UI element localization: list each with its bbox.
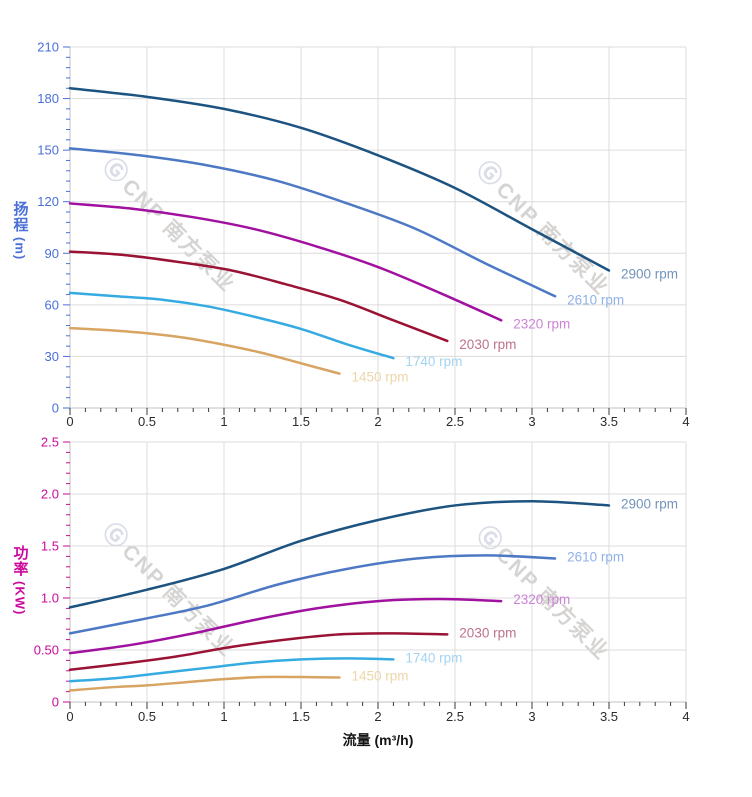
head-y-tick-labels: 0 30 60 90 120 150 180 210 — [37, 40, 59, 416]
head-y-tick-label: 210 — [37, 40, 59, 55]
power-x-tick-label: 2.5 — [446, 709, 464, 724]
head-curve-2610-rpm — [68, 147, 557, 298]
head-x-tick-label: 3 — [528, 414, 535, 429]
power-y-tick-labels: 0 0.50 1.0 1.5 2.0 2.5 — [34, 435, 59, 710]
power-x-tick-label: 0 — [66, 709, 73, 724]
power-curve-label-2610-rpm: 2610 rpm — [567, 549, 624, 564]
power-gridlines — [70, 441, 687, 702]
head-curve-label-2030-rpm: 2030 rpm — [459, 337, 516, 352]
head-curve-label-1450-rpm: 1450 rpm — [352, 370, 409, 385]
power-curve-label-2900-rpm: 2900 rpm — [621, 496, 678, 511]
head-y-tick-label: 60 — [45, 297, 59, 312]
power-y-axis-title: 功率 (KW) — [11, 545, 29, 616]
power-y-ticks — [63, 441, 70, 703]
power-curve-label-2030-rpm: 2030 rpm — [459, 625, 516, 640]
head-curve-label-2900-rpm: 2900 rpm — [621, 266, 678, 281]
power-y-tick-label: 1.5 — [41, 539, 59, 554]
power-x-tick-label: 1.5 — [292, 709, 310, 724]
power-x-tick-label: 2 — [374, 709, 381, 724]
head-gridlines — [70, 46, 687, 408]
power-curve-2900-rpm — [68, 500, 611, 609]
power-y-tick-label: 0.50 — [34, 643, 59, 658]
head-x-tick-label: 0 — [66, 414, 73, 429]
head-y-tick-label: 30 — [45, 349, 59, 364]
power-x-tick-labels: 0 0.5 1 1.5 2 2.5 3 3.5 4 — [66, 709, 689, 724]
power-curve-label-1740-rpm: 1740 rpm — [405, 650, 462, 665]
head-curve-label-1740-rpm: 1740 rpm — [405, 354, 462, 369]
power-y-axis-unit: (KW) — [12, 581, 28, 616]
head-y-tick-label: 0 — [52, 401, 59, 416]
head-x-tick-labels: 0 0.5 1 1.5 2 2.5 3 3.5 4 — [66, 414, 689, 429]
head-curve-label-2320-rpm: 2320 rpm — [513, 316, 570, 331]
head-chart: 0 30 60 90 120 150 180 210 0 0.5 1 1.5 2 2.5 3 3.5 4 2900… — [37, 40, 689, 430]
power-curve-1740-rpm — [68, 657, 395, 683]
power-x-tick-label: 3.5 — [600, 709, 618, 724]
head-y-axis-unit: (m) — [12, 237, 28, 261]
head-x-tick-label: 4 — [682, 414, 689, 429]
head-x-tick-label: 0.5 — [138, 414, 156, 429]
power-curve-2320-rpm — [68, 597, 503, 655]
head-curve-1450-rpm — [68, 326, 341, 375]
power-y-tick-label: 2.5 — [41, 435, 59, 450]
head-y-ticks — [63, 46, 70, 409]
x-axis-title: 流量 (m³/h) — [342, 732, 414, 748]
head-x-tick-label: 3.5 — [600, 414, 618, 429]
power-chart: 0 0.50 1.0 1.5 2.0 2.5 0 0.5 1 1.5 2 2.5 3 3.5 4 2900 r… — [34, 435, 690, 725]
head-curve-label-2610-rpm: 2610 rpm — [567, 292, 624, 307]
power-y-tick-label: 2.0 — [41, 487, 59, 502]
power-x-tick-label: 3 — [528, 709, 535, 724]
power-x-tick-label: 4 — [682, 709, 689, 724]
power-x-tick-label: 0.5 — [138, 709, 156, 724]
head-y-axis-title-text: 扬程 — [11, 201, 29, 233]
head-x-ticks — [69, 408, 687, 415]
head-curve-2320-rpm — [68, 202, 503, 322]
head-curve-2900-rpm — [68, 87, 611, 272]
power-curve-1450-rpm — [68, 675, 341, 692]
power-curve-label-2320-rpm: 2320 rpm — [513, 592, 570, 607]
power-y-tick-label: 0 — [52, 695, 59, 710]
head-curve-1740-rpm — [68, 291, 395, 360]
power-y-axis-title-text: 功率 — [11, 545, 29, 577]
power-x-tick-label: 1 — [220, 709, 227, 724]
head-y-tick-label: 180 — [37, 91, 59, 106]
head-y-tick-label: 90 — [45, 246, 59, 261]
power-curve-label-1450-rpm: 1450 rpm — [352, 669, 409, 684]
power-curve-2030-rpm — [68, 632, 449, 672]
head-x-tick-label: 1.5 — [292, 414, 310, 429]
head-y-axis-title: 扬程 (m) — [11, 201, 29, 261]
head-y-tick-label: 150 — [37, 143, 59, 158]
head-x-tick-label: 2.5 — [446, 414, 464, 429]
head-y-tick-label: 120 — [37, 194, 59, 209]
head-curve-2030-rpm — [68, 250, 449, 343]
head-x-tick-label: 2 — [374, 414, 381, 429]
power-x-ticks — [69, 702, 687, 709]
head-x-tick-label: 1 — [220, 414, 227, 429]
power-y-tick-label: 1.0 — [41, 591, 59, 606]
power-curve-2610-rpm — [68, 554, 557, 635]
